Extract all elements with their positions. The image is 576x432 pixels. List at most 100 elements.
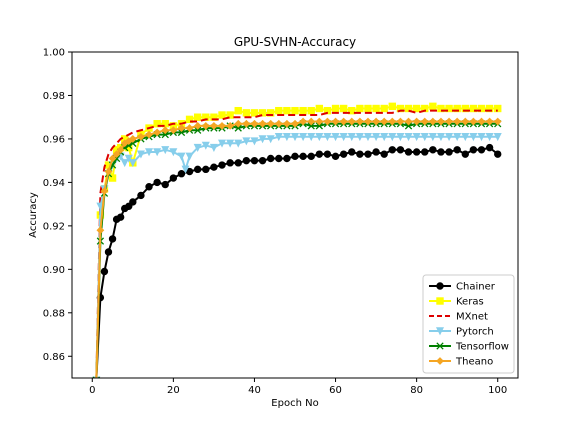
point-theano bbox=[380, 117, 389, 126]
point-keras bbox=[356, 104, 364, 113]
point-pytorch bbox=[209, 143, 218, 152]
legend-marker bbox=[436, 342, 444, 350]
legend-label: Pytorch bbox=[456, 327, 494, 338]
point-theano bbox=[274, 119, 283, 128]
point-keras bbox=[299, 106, 307, 115]
series-chainer bbox=[93, 143, 502, 378]
point-chainer bbox=[315, 150, 324, 158]
point-theano bbox=[437, 117, 445, 126]
point-pytorch bbox=[193, 143, 202, 152]
point-theano bbox=[128, 135, 137, 143]
point-pytorch bbox=[250, 137, 259, 146]
y-tick-label: 0.98 bbox=[43, 91, 65, 102]
point-pytorch bbox=[331, 133, 340, 142]
point-keras bbox=[331, 104, 340, 113]
point-theano bbox=[116, 145, 125, 154]
point-keras bbox=[242, 109, 251, 117]
point-chainer bbox=[404, 148, 413, 156]
point-pytorch bbox=[299, 133, 308, 142]
point-theano bbox=[96, 226, 105, 235]
point-theano bbox=[396, 117, 405, 126]
y-tick-label: 0.96 bbox=[43, 134, 65, 145]
point-pytorch bbox=[396, 133, 405, 142]
point-pytorch bbox=[307, 133, 316, 142]
point-theano bbox=[112, 150, 121, 159]
point-pytorch bbox=[177, 152, 186, 161]
point-theano bbox=[153, 128, 162, 137]
y-tick-label: 0.86 bbox=[43, 352, 65, 363]
point-theano bbox=[234, 119, 243, 128]
point-pytorch bbox=[404, 133, 413, 142]
x-tick-label: 60 bbox=[329, 385, 342, 396]
point-pytorch bbox=[355, 133, 364, 142]
point-keras bbox=[372, 104, 380, 113]
point-tensorflow bbox=[161, 130, 169, 139]
point-tensorflow bbox=[404, 122, 413, 130]
point-pytorch bbox=[363, 133, 372, 142]
legend-label: Chainer bbox=[456, 282, 496, 293]
point-pytorch bbox=[372, 133, 381, 142]
point-chainer bbox=[258, 156, 267, 165]
point-chainer bbox=[137, 191, 145, 200]
series-theano bbox=[94, 117, 502, 378]
point-theano bbox=[282, 119, 291, 128]
point-pytorch bbox=[274, 133, 283, 142]
point-keras bbox=[494, 104, 502, 113]
point-keras bbox=[185, 115, 194, 124]
point-chainer bbox=[234, 159, 242, 167]
point-pytorch bbox=[428, 133, 437, 142]
point-keras bbox=[364, 104, 372, 113]
x-tick-label: 20 bbox=[167, 385, 180, 396]
point-pytorch bbox=[477, 133, 486, 142]
point-theano bbox=[339, 117, 348, 126]
point-keras bbox=[412, 104, 421, 113]
point-pytorch bbox=[469, 133, 478, 142]
point-theano bbox=[355, 117, 364, 126]
point-pytorch bbox=[161, 146, 170, 155]
point-pytorch bbox=[339, 133, 348, 142]
point-theano bbox=[210, 121, 218, 130]
point-tensorflow bbox=[307, 122, 315, 130]
point-chainer bbox=[372, 148, 380, 156]
point-theano bbox=[169, 126, 178, 135]
point-chainer bbox=[104, 248, 113, 256]
point-keras bbox=[250, 109, 259, 117]
point-pytorch bbox=[412, 133, 421, 142]
point-pytorch bbox=[201, 141, 210, 150]
point-pytorch bbox=[145, 148, 154, 157]
point-keras bbox=[453, 104, 461, 113]
plot-frame bbox=[71, 51, 519, 379]
point-chainer bbox=[477, 146, 486, 154]
legend-marker bbox=[436, 282, 444, 290]
point-theano bbox=[412, 117, 421, 126]
point-keras bbox=[266, 109, 275, 117]
y-tick-label: 0.92 bbox=[43, 221, 65, 232]
point-chainer bbox=[161, 180, 169, 189]
point-chainer bbox=[108, 235, 117, 243]
legend-item-chainer: Chainer bbox=[429, 282, 496, 293]
legend-label: Theano bbox=[455, 357, 493, 368]
point-theano bbox=[218, 121, 226, 130]
point-chainer bbox=[250, 156, 259, 165]
point-theano bbox=[201, 121, 210, 130]
point-theano bbox=[428, 117, 437, 126]
y-axis-label: Accuracy bbox=[28, 192, 39, 238]
point-chainer bbox=[283, 154, 291, 163]
point-chainer bbox=[364, 150, 372, 158]
point-chainer bbox=[469, 146, 478, 154]
point-pytorch bbox=[120, 159, 129, 168]
y-tick-label: 0.88 bbox=[43, 308, 65, 319]
y-tick-label: 0.94 bbox=[43, 178, 65, 189]
point-theano bbox=[315, 117, 324, 126]
point-pytorch bbox=[388, 133, 397, 142]
point-theano bbox=[108, 154, 117, 163]
point-keras bbox=[210, 113, 218, 121]
point-theano bbox=[461, 117, 470, 126]
point-pytorch bbox=[290, 133, 300, 142]
point-pytorch bbox=[258, 135, 267, 144]
point-theano bbox=[469, 117, 478, 126]
point-keras bbox=[218, 111, 226, 119]
point-theano bbox=[372, 117, 380, 126]
point-chainer bbox=[412, 148, 421, 156]
legend-label: Tensorflow bbox=[455, 342, 509, 353]
